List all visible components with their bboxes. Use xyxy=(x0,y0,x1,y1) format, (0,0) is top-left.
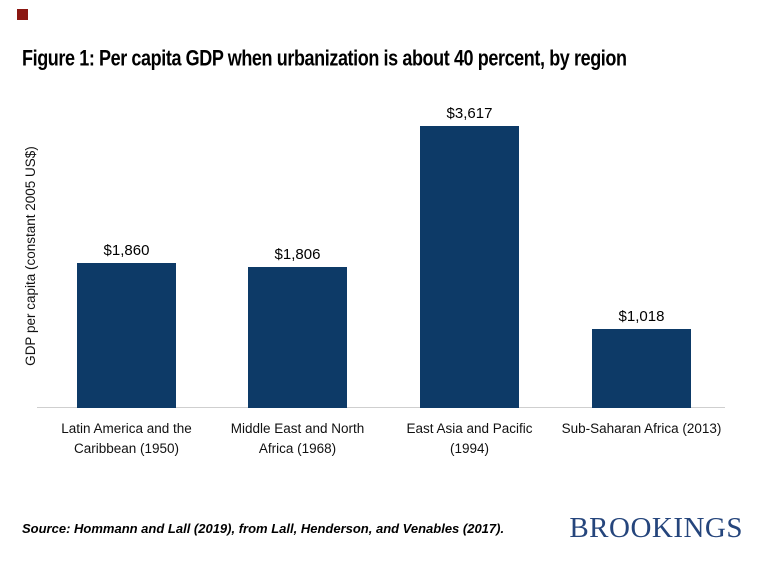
x-axis-line xyxy=(37,407,725,408)
bar xyxy=(248,267,347,408)
bar xyxy=(77,263,176,408)
bar-value-label: $1,806 xyxy=(274,246,321,263)
x-axis-label: Middle East and North Africa (1968) xyxy=(230,421,365,456)
x-axis-label: Sub-Saharan Africa (2013) xyxy=(561,421,722,436)
bar xyxy=(420,126,519,408)
bar-value-label: $3,617 xyxy=(446,105,493,122)
bar-value-label: $1,018 xyxy=(618,308,665,325)
brookings-logo: BROOKINGS xyxy=(569,512,743,544)
brookings-red-square-icon xyxy=(17,9,28,20)
x-axis-label: East Asia and Pacific (1994) xyxy=(406,421,533,456)
bar xyxy=(592,329,691,408)
figure-title: Figure 1: Per capita GDP when urbanizati… xyxy=(22,46,627,71)
bar-value-label: $1,860 xyxy=(103,242,150,259)
source-note: Source: Hommann and Lall (2019), from La… xyxy=(22,521,505,536)
x-axis-label: Latin America and the Caribbean (1950) xyxy=(61,421,192,456)
